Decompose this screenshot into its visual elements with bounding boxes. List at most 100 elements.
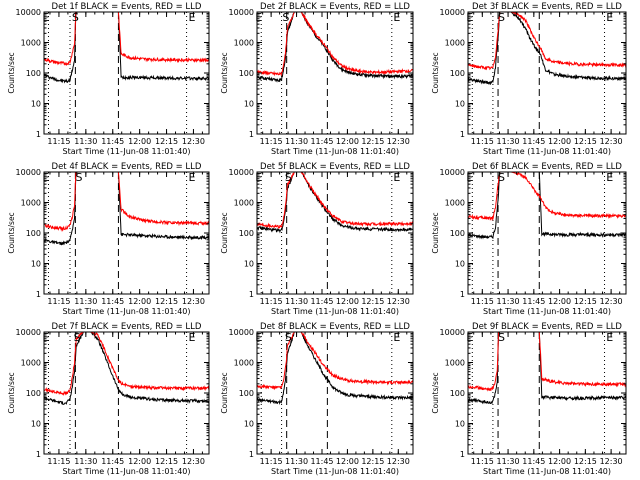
x-tick-label: 12:30 bbox=[182, 297, 205, 306]
series-events bbox=[468, 332, 626, 405]
marker-letter: S bbox=[285, 171, 292, 184]
y-tick-label: 10 bbox=[31, 260, 41, 269]
x-tick-label: 11:15 bbox=[260, 457, 283, 466]
plot-area bbox=[468, 172, 626, 294]
marker-letter: S bbox=[498, 11, 505, 24]
x-tick-label: 12:00 bbox=[548, 137, 571, 146]
plot-area bbox=[468, 332, 626, 454]
marker-letter: S bbox=[285, 331, 292, 344]
x-tick-label: 11:30 bbox=[497, 297, 520, 306]
y-tick-label: 1 bbox=[460, 290, 465, 299]
x-tick-label: 11:15 bbox=[47, 457, 70, 466]
x-tick-label: 11:15 bbox=[47, 137, 70, 146]
x-tick-label: 11:15 bbox=[471, 457, 494, 466]
panel-title: Det 3f BLACK = Events, RED = LLD bbox=[472, 2, 622, 12]
panel-title: Det 2f BLACK = Events, RED = LLD bbox=[260, 2, 410, 12]
plot-frame bbox=[467, 11, 627, 135]
plot-area bbox=[257, 332, 413, 454]
x-axis-label: Start Time (11-Jun-08 11:01:40) bbox=[483, 467, 611, 476]
x-axis-label: Start Time (11-Jun-08 11:01:40) bbox=[271, 307, 399, 316]
x-tick-label: 11:30 bbox=[74, 297, 97, 306]
y-tick-label: 10000 bbox=[16, 8, 41, 17]
marker-letter: S bbox=[498, 171, 505, 184]
marker-letter: E bbox=[188, 171, 195, 184]
panel-title: Det 9f BLACK = Events, RED = LLD bbox=[472, 322, 622, 332]
panel-title: Det 6f BLACK = Events, RED = LLD bbox=[472, 162, 622, 172]
x-tick-label: 12:15 bbox=[155, 137, 178, 146]
series-events bbox=[468, 12, 626, 85]
x-tick-label: 12:30 bbox=[600, 137, 623, 146]
x-tick-label: 12:30 bbox=[182, 137, 205, 146]
x-tick-label: 11:30 bbox=[497, 457, 520, 466]
y-tick-label: 1 bbox=[460, 130, 465, 139]
plot-area bbox=[257, 172, 413, 294]
x-tick-label: 12:15 bbox=[574, 457, 597, 466]
y-axis-label: Counts/sec bbox=[431, 52, 440, 93]
x-tick-label: 12:15 bbox=[574, 137, 597, 146]
y-tick-label: 10 bbox=[244, 260, 254, 269]
x-tick-label: 11:30 bbox=[285, 457, 308, 466]
y-tick-label: 10000 bbox=[229, 8, 254, 17]
series-lld bbox=[257, 172, 413, 230]
y-tick-label: 100 bbox=[450, 229, 465, 238]
x-tick-label: 11:30 bbox=[74, 457, 97, 466]
series-events bbox=[257, 332, 413, 405]
y-tick-label: 1 bbox=[249, 450, 254, 459]
x-axis-label: Start Time (11-Jun-08 11:01:40) bbox=[483, 147, 611, 156]
x-tick-label: 12:30 bbox=[600, 297, 623, 306]
x-tick-label: 11:45 bbox=[522, 457, 545, 466]
panel-3: Det 3f BLACK = Events, RED = LLD 1 10 100 10… bbox=[431, 2, 627, 156]
x-tick-label: 12:00 bbox=[128, 137, 151, 146]
marker-letter: E bbox=[393, 171, 400, 184]
panel-title: Det 7f BLACK = Events, RED = LLD bbox=[52, 322, 202, 332]
x-tick-label: 12:00 bbox=[128, 457, 151, 466]
plot-area bbox=[44, 332, 209, 454]
y-tick-label: 10000 bbox=[440, 8, 465, 17]
y-tick-label: 10 bbox=[455, 420, 465, 429]
panel-7: Det 7f BLACK = Events, RED = LLD 1 10 100 10… bbox=[7, 322, 210, 476]
series-events bbox=[44, 12, 209, 84]
x-tick-label: 11:45 bbox=[522, 297, 545, 306]
y-axis-label: Counts/sec bbox=[220, 52, 229, 93]
panel-1: Det 1f BLACK = Events, RED = LLD 1 10 100 10… bbox=[7, 2, 210, 156]
y-tick-label: 1 bbox=[249, 290, 254, 299]
y-tick-label: 10 bbox=[244, 100, 254, 109]
x-tick-label: 11:30 bbox=[497, 137, 520, 146]
x-tick-label: 12:30 bbox=[387, 457, 410, 466]
marker-letter: E bbox=[466, 11, 473, 24]
y-tick-label: 100 bbox=[239, 389, 254, 398]
x-tick-label: 12:00 bbox=[336, 137, 359, 146]
y-tick-label: 10 bbox=[455, 100, 465, 109]
y-tick-label: 10000 bbox=[229, 328, 254, 337]
x-tick-label: 12:15 bbox=[361, 137, 384, 146]
series-lld bbox=[468, 172, 626, 221]
y-axis-label: Counts/sec bbox=[220, 372, 229, 413]
marker-letter: E bbox=[393, 331, 400, 344]
panel-9: Det 9f BLACK = Events, RED = LLD 1 10 100 10… bbox=[431, 322, 627, 476]
plot-area bbox=[257, 12, 413, 134]
x-tick-label: 11:45 bbox=[522, 137, 545, 146]
marker-letter: E bbox=[606, 331, 613, 344]
series-lld bbox=[44, 332, 209, 397]
marker-letter: E bbox=[188, 331, 195, 344]
marker-letter: E bbox=[466, 331, 473, 344]
x-tick-label: 11:45 bbox=[310, 457, 333, 466]
x-axis-label: Start Time (11-Jun-08 11:01:40) bbox=[271, 467, 399, 476]
series-events bbox=[468, 172, 626, 240]
y-tick-label: 10 bbox=[244, 420, 254, 429]
plot-frame bbox=[43, 171, 210, 295]
y-tick-label: 100 bbox=[239, 229, 254, 238]
x-tick-label: 11:15 bbox=[260, 297, 283, 306]
x-axis-label: Start Time (11-Jun-08 11:01:40) bbox=[63, 147, 191, 156]
y-tick-label: 10 bbox=[31, 420, 41, 429]
y-axis-label: Counts/sec bbox=[220, 212, 229, 253]
y-tick-label: 10 bbox=[455, 260, 465, 269]
x-tick-label: 12:15 bbox=[361, 297, 384, 306]
y-tick-label: 1 bbox=[36, 290, 41, 299]
y-tick-label: 1 bbox=[249, 130, 254, 139]
y-axis-label: Counts/sec bbox=[7, 212, 16, 253]
series-lld bbox=[257, 12, 413, 77]
y-tick-label: 100 bbox=[450, 69, 465, 78]
x-tick-label: 12:00 bbox=[336, 297, 359, 306]
y-tick-label: 1000 bbox=[234, 39, 254, 48]
